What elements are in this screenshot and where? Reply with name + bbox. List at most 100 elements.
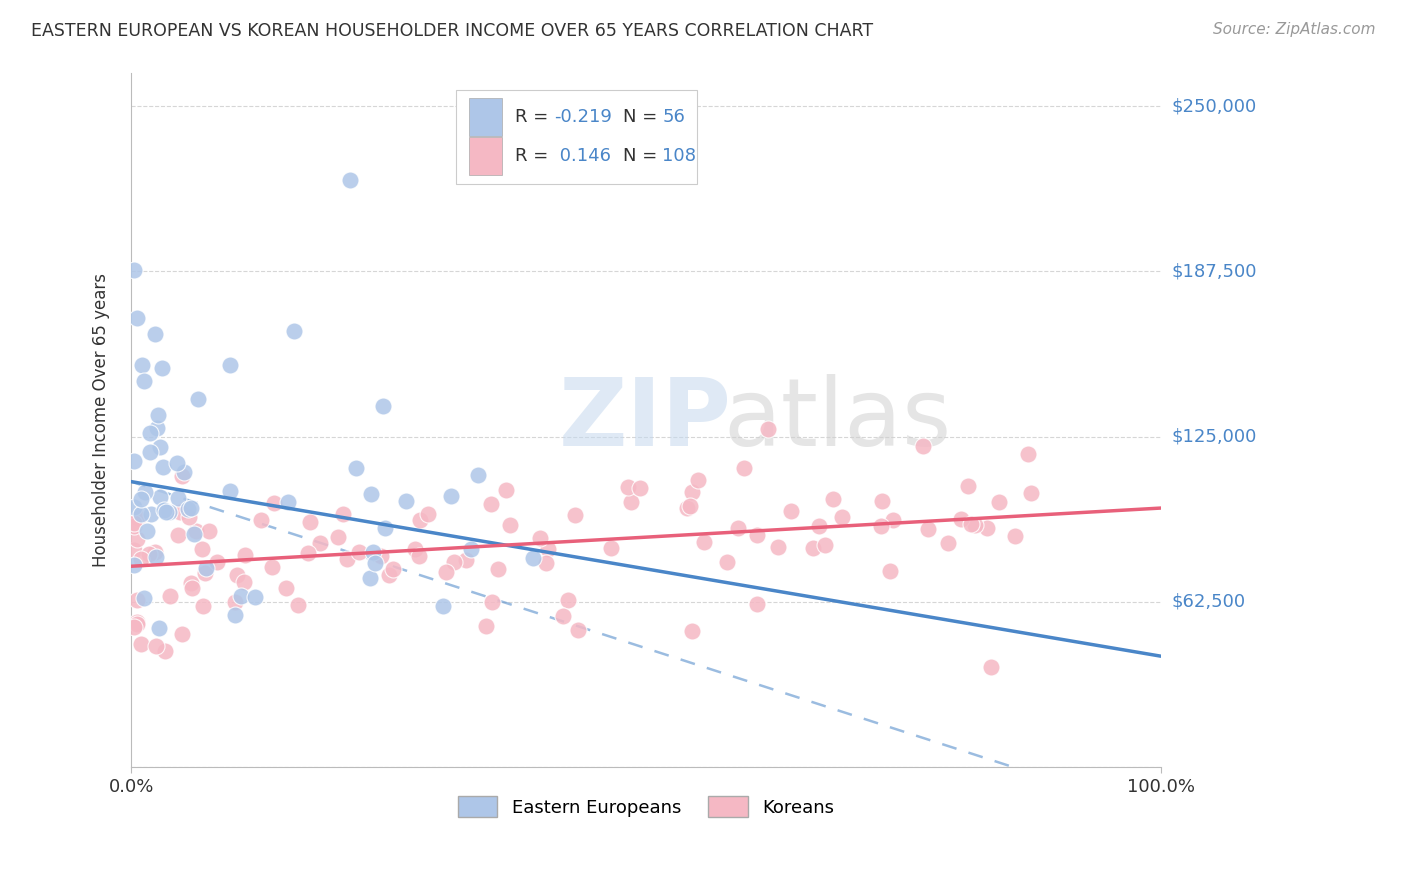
Point <box>180 576 202 591</box>
Text: N =: N = <box>623 108 664 126</box>
Point <box>167 528 190 542</box>
Text: ZIP: ZIP <box>558 374 731 467</box>
Point <box>224 607 246 622</box>
Point <box>479 497 502 511</box>
Text: atlas: atlas <box>723 374 952 467</box>
Point <box>1004 529 1026 543</box>
Point <box>756 422 779 436</box>
Point <box>344 461 367 475</box>
Point <box>486 562 509 576</box>
Point <box>169 505 191 519</box>
Point <box>122 500 145 514</box>
Point <box>481 595 503 609</box>
Point <box>127 510 149 524</box>
Point <box>869 518 891 533</box>
Point <box>124 454 146 468</box>
Point <box>831 509 853 524</box>
Point <box>145 549 167 564</box>
Point <box>780 504 803 518</box>
Point <box>131 358 153 372</box>
Point <box>122 263 145 277</box>
Point <box>440 489 463 503</box>
Point <box>277 495 299 509</box>
Point <box>131 552 153 566</box>
Point <box>443 555 465 569</box>
Point <box>373 399 395 413</box>
Point <box>152 460 174 475</box>
Text: 56: 56 <box>662 108 685 126</box>
Point <box>360 486 382 500</box>
Point <box>747 597 769 611</box>
Point <box>283 325 305 339</box>
Point <box>628 481 651 495</box>
Point <box>936 536 959 550</box>
Point <box>287 598 309 612</box>
Point <box>262 560 284 574</box>
Text: $62,500: $62,500 <box>1173 593 1246 611</box>
Text: R =: R = <box>515 108 554 126</box>
Point <box>620 495 643 509</box>
Point <box>219 483 242 498</box>
Text: 0.146: 0.146 <box>554 147 612 165</box>
Point <box>534 556 557 570</box>
Point <box>823 492 845 507</box>
Point <box>122 558 145 573</box>
Point <box>243 591 266 605</box>
Point <box>747 527 769 541</box>
Point <box>692 534 714 549</box>
Point <box>404 541 426 556</box>
Point <box>872 493 894 508</box>
Point <box>522 551 544 566</box>
Point <box>145 639 167 653</box>
Point <box>146 421 169 435</box>
Point <box>129 507 152 521</box>
Point <box>688 473 710 487</box>
Point <box>153 503 176 517</box>
Point <box>681 484 703 499</box>
Point <box>454 553 477 567</box>
Point <box>727 521 749 535</box>
Point <box>766 540 789 554</box>
Text: EASTERN EUROPEAN VS KOREAN HOUSEHOLDER INCOME OVER 65 YEARS CORRELATION CHART: EASTERN EUROPEAN VS KOREAN HOUSEHOLDER I… <box>31 22 873 40</box>
FancyBboxPatch shape <box>456 90 697 184</box>
Point <box>167 491 190 505</box>
Point <box>122 620 145 634</box>
Point <box>529 531 551 545</box>
Point <box>347 545 370 559</box>
Point <box>125 593 148 607</box>
Point <box>125 532 148 546</box>
Point <box>681 624 703 638</box>
Point <box>173 465 195 479</box>
Point <box>600 541 623 555</box>
Point <box>963 517 986 532</box>
Text: R =: R = <box>515 147 554 165</box>
Point <box>125 616 148 631</box>
Point <box>498 518 520 533</box>
Point <box>135 524 157 539</box>
Text: Source: ZipAtlas.com: Source: ZipAtlas.com <box>1212 22 1375 37</box>
Point <box>231 589 253 603</box>
Point <box>617 480 640 494</box>
Point <box>180 501 202 516</box>
Point <box>149 490 172 504</box>
Point <box>143 545 166 559</box>
Point <box>956 478 979 492</box>
Point <box>332 507 354 521</box>
Point <box>122 519 145 533</box>
Point <box>976 521 998 535</box>
Point <box>129 637 152 651</box>
Point <box>232 574 254 589</box>
Point <box>148 621 170 635</box>
Y-axis label: Householder Income Over 65 years: Householder Income Over 65 years <box>93 273 110 567</box>
Point <box>172 469 194 483</box>
Point <box>1019 486 1042 500</box>
Text: 108: 108 <box>662 147 696 165</box>
Point <box>180 581 202 595</box>
Point <box>177 510 200 524</box>
Point <box>139 426 162 441</box>
Point <box>149 440 172 454</box>
Point <box>408 549 430 564</box>
Point <box>378 568 401 582</box>
Point <box>157 505 180 519</box>
Point <box>326 530 349 544</box>
